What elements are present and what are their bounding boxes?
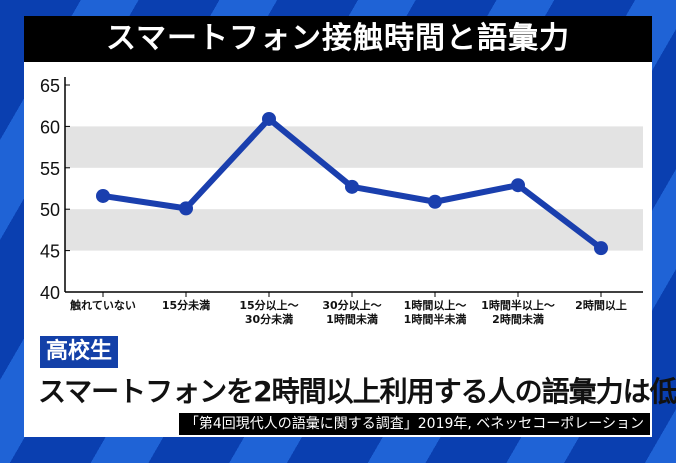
- x-tick-label: 1時間半以上～ 2時間未満: [481, 298, 555, 326]
- data-point: [96, 188, 110, 203]
- grid-band: [65, 209, 643, 251]
- line-chart: 40 45 50 55 60 65 触れていない 15分未満 15分以上～ 30分未満 30分以上～…: [40, 76, 643, 326]
- x-tick-label: 15分以上～ 30分未満: [239, 298, 298, 326]
- y-tick-label: 55: [40, 159, 60, 179]
- y-tick-label: 60: [40, 117, 60, 137]
- grid-band: [65, 126, 643, 168]
- x-tick-label: 触れていない: [69, 298, 136, 312]
- y-tick-label: 65: [40, 76, 60, 96]
- data-point: [428, 194, 442, 209]
- y-tick-label: 40: [40, 283, 60, 303]
- headline: スマートフォンを2時間以上利用する人の語彙力は低下: [38, 375, 676, 408]
- y-tick-label: 50: [40, 200, 60, 220]
- x-tick-label: 2時間以上: [575, 298, 627, 312]
- chart-title: スマートフォン接触時間と語彙力: [24, 16, 652, 62]
- y-tick-label: 45: [40, 242, 60, 262]
- x-tick-label: 30分以上～ 1時間未満: [322, 298, 381, 326]
- panel: スマートフォン接触時間と語彙力 40 45 50 55 60 65 触れていない 15分未満 1…: [24, 16, 676, 437]
- data-point: [262, 111, 276, 126]
- data-point: [594, 241, 608, 256]
- x-tick-label: 1時間以上～ 1時間半未満: [404, 298, 467, 326]
- data-point: [179, 201, 193, 216]
- data-point: [345, 179, 359, 194]
- source-caption: 「第4回現代人の語彙に関する調査」2019年, ベネッセコーポレーション: [178, 413, 650, 435]
- x-tick-label: 15分未満: [162, 298, 210, 312]
- data-point: [511, 178, 525, 193]
- category-badge: 高校生: [40, 336, 119, 368]
